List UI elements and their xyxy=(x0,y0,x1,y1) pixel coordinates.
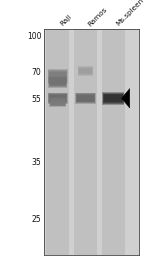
Text: 100: 100 xyxy=(27,32,41,41)
Bar xyxy=(49,71,67,82)
Bar xyxy=(44,29,139,255)
Bar xyxy=(48,76,67,88)
Bar xyxy=(74,29,97,255)
Bar xyxy=(48,70,67,83)
Bar xyxy=(80,69,92,73)
Bar xyxy=(49,72,66,81)
Bar xyxy=(102,29,125,255)
Text: 70: 70 xyxy=(32,68,41,77)
Text: 55: 55 xyxy=(32,95,41,104)
Bar xyxy=(50,96,66,101)
Bar xyxy=(104,94,123,102)
Bar xyxy=(46,29,69,255)
Bar xyxy=(78,67,93,75)
Bar xyxy=(79,69,92,73)
Text: 25: 25 xyxy=(32,215,41,224)
Bar xyxy=(75,93,96,104)
Bar xyxy=(51,101,64,104)
Bar xyxy=(49,78,66,86)
Text: Ramos: Ramos xyxy=(87,6,108,27)
Bar xyxy=(50,98,66,106)
Bar xyxy=(49,95,66,102)
Text: 35: 35 xyxy=(32,158,41,167)
Bar xyxy=(50,79,66,85)
Bar xyxy=(48,93,67,103)
Bar xyxy=(49,94,67,102)
Bar xyxy=(78,66,93,76)
Bar xyxy=(50,72,66,81)
Bar xyxy=(48,69,68,84)
Bar xyxy=(103,94,123,103)
Polygon shape xyxy=(122,88,130,108)
Text: Ms.spleen: Ms.spleen xyxy=(115,0,145,27)
Bar xyxy=(79,68,92,74)
Bar xyxy=(76,94,95,102)
Bar xyxy=(48,93,68,104)
Bar xyxy=(51,100,65,105)
Bar xyxy=(49,97,66,107)
Bar xyxy=(102,92,124,105)
Bar xyxy=(103,93,124,104)
Bar xyxy=(104,95,122,101)
Bar xyxy=(77,95,94,102)
Bar xyxy=(50,99,65,106)
Text: Raji: Raji xyxy=(59,14,73,27)
Bar xyxy=(49,77,67,87)
Bar xyxy=(77,96,94,101)
Bar xyxy=(76,93,95,103)
Bar xyxy=(50,79,65,84)
